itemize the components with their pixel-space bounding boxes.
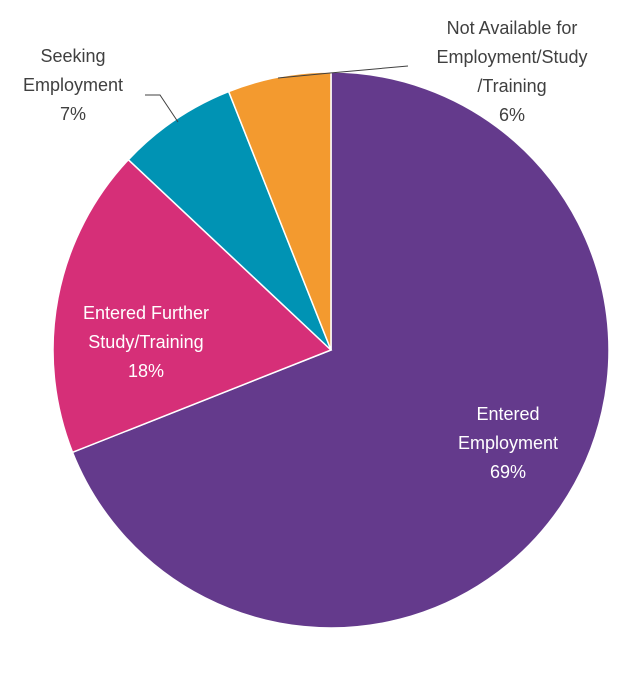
slice-value-label: 7%: [60, 104, 86, 124]
slice-name-label: Study/Training: [88, 332, 203, 352]
slice-value-label: 6%: [499, 105, 525, 125]
slice-label: Entered Further Study/Training 18%: [83, 303, 209, 381]
slice-name-label: Employment: [23, 75, 123, 95]
slice-name-label: /Training: [477, 76, 546, 96]
slice-name-label: Entered: [476, 404, 539, 424]
slice-label: Seeking Employment 7%: [23, 46, 123, 124]
slice-label: Entered Employment 69%: [458, 404, 558, 482]
slice-value-label: 69%: [490, 462, 526, 482]
pie-slice: [127, 90, 332, 351]
slice-name-label: Employment: [458, 433, 558, 453]
pie-slices: [52, 71, 610, 629]
slice-value-label: 18%: [128, 361, 164, 381]
leader-line: [145, 94, 179, 123]
slice-name-label: Entered Further: [83, 303, 209, 323]
pie-slice: [52, 158, 333, 454]
slice-label: Not Available for Employment/Study/Traini…: [436, 18, 587, 125]
leader-lines: [145, 65, 409, 123]
pie-slice: [71, 71, 610, 629]
slice-name-label: Not Available for: [447, 18, 578, 38]
slice-labels: Entered Employment 69% Entered Further Study…: [23, 18, 588, 482]
slice-name-label: Employment/Study: [436, 47, 587, 67]
slice-name-label: Seeking: [40, 46, 105, 66]
pie-slice: [227, 71, 332, 351]
leader-line: [277, 65, 409, 79]
